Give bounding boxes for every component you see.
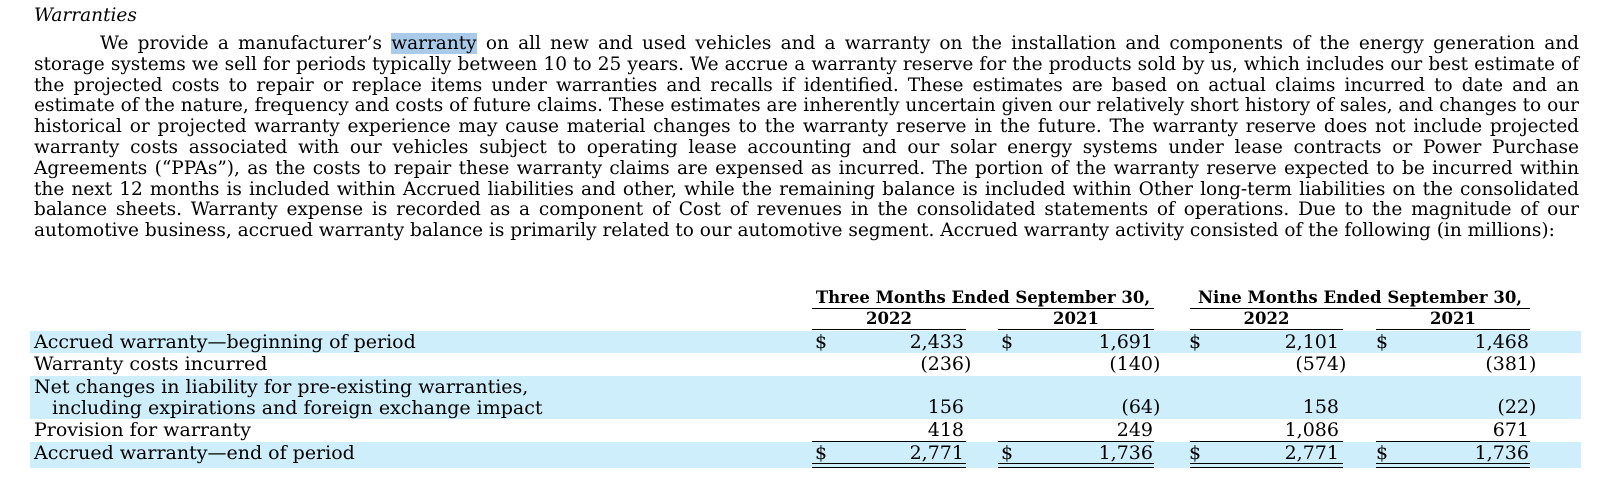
total-rule-3 <box>1190 441 1343 442</box>
row-label-net-changes: Net changes in liability for pre-existin… <box>34 376 529 398</box>
cell-provision-q2022: 418 <box>927 419 964 441</box>
highlighted-word: warranty <box>391 33 477 54</box>
header-rule-three-months <box>812 308 1154 309</box>
row-label-provision: Provision for warranty <box>34 419 251 441</box>
cell-net-9m2021: (22 <box>1497 396 1529 418</box>
cell-costs-9m2022: (574 <box>1295 353 1339 375</box>
cell-closer: ) <box>1339 353 1347 375</box>
header-nine-months: Nine Months Ended September 30, <box>1197 288 1523 307</box>
cell-provision-9m2022: 1,086 <box>1284 419 1339 441</box>
warranty-paragraph: We provide a manufacturer’s warranty on … <box>34 33 1579 242</box>
currency-sign: $ <box>1001 442 1014 464</box>
cell-closer: ) <box>964 353 972 375</box>
header-year-9m-2021: 2021 <box>1430 309 1476 328</box>
year-rule-4 <box>1376 329 1530 330</box>
currency-sign: $ <box>1189 442 1202 464</box>
cell-beginning-9m2021: 1,468 <box>1474 331 1529 353</box>
double-rule-3 <box>1190 463 1343 468</box>
section-heading: Warranties <box>34 5 137 26</box>
cell-closer: ) <box>1529 353 1537 375</box>
row-label-end: Accrued warranty—end of period <box>34 442 355 464</box>
row-label-net-changes-continued: including expirations and foreign exchan… <box>52 397 543 419</box>
total-rule-2 <box>998 441 1154 442</box>
cell-costs-9m2021: (381 <box>1485 353 1529 375</box>
total-rule-4 <box>1376 441 1530 442</box>
cell-costs-q2022: (236 <box>920 353 964 375</box>
currency-sign: $ <box>815 331 828 353</box>
cell-net-q2022: 156 <box>927 396 964 418</box>
paragraph-text-start: We provide a manufacturer’s <box>100 33 392 54</box>
cell-beginning-q2021: 1,691 <box>1098 331 1153 353</box>
year-rule-1 <box>812 329 966 330</box>
cell-closer: ) <box>1153 353 1161 375</box>
cell-provision-9m2021: 671 <box>1492 419 1529 441</box>
cell-costs-q2021: (140 <box>1109 353 1153 375</box>
year-rule-2 <box>998 329 1154 330</box>
currency-sign: $ <box>1001 331 1014 353</box>
header-year-9m-2022: 2022 <box>1243 309 1290 328</box>
cell-beginning-q2022: 2,433 <box>909 331 964 353</box>
cell-closer: ) <box>1153 396 1161 418</box>
cell-net-9m2022: 158 <box>1302 396 1339 418</box>
cell-net-q2021: (64 <box>1121 396 1153 418</box>
double-rule-4 <box>1376 463 1530 468</box>
row-band-net-changes <box>30 376 1581 419</box>
cell-end-q2021: 1,736 <box>1098 442 1153 464</box>
row-band-beginning <box>30 331 1581 353</box>
header-three-months: Three Months Ended September 30, <box>815 288 1151 307</box>
double-rule-1 <box>812 463 966 468</box>
currency-sign: $ <box>815 442 828 464</box>
paragraph-text-rest: on all new and used vehicles and a warra… <box>34 33 1579 242</box>
row-label-costs-incurred: Warranty costs incurred <box>34 353 268 375</box>
header-year-q-2021: 2021 <box>1053 309 1099 328</box>
cell-end-9m2022: 2,771 <box>1284 442 1339 464</box>
currency-sign: $ <box>1376 331 1389 353</box>
double-rule-2 <box>998 463 1154 468</box>
cell-provision-q2021: 249 <box>1116 419 1153 441</box>
cell-beginning-9m2022: 2,101 <box>1284 331 1339 353</box>
header-rule-nine-months <box>1190 308 1530 309</box>
currency-sign: $ <box>1376 442 1389 464</box>
header-year-q-2022: 2022 <box>866 309 912 328</box>
row-label-beginning: Accrued warranty—beginning of period <box>34 331 416 353</box>
total-rule-1 <box>812 441 966 442</box>
cell-end-q2022: 2,771 <box>909 442 964 464</box>
cell-end-9m2021: 1,736 <box>1474 442 1529 464</box>
cell-closer: ) <box>1529 396 1537 418</box>
year-rule-3 <box>1190 329 1343 330</box>
currency-sign: $ <box>1189 331 1202 353</box>
